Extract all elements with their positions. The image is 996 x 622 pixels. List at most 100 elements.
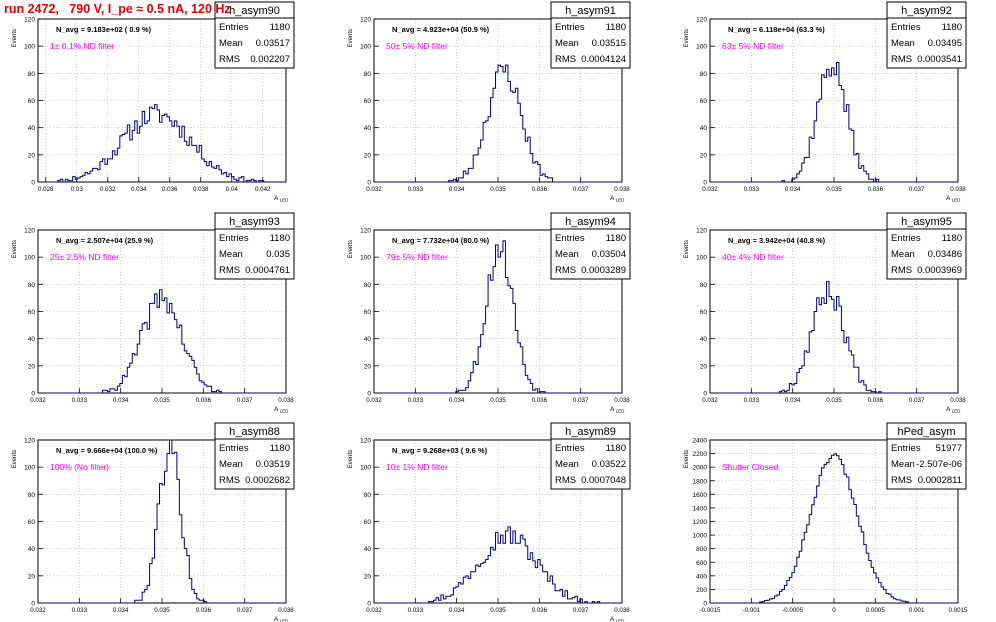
x-axis-title: A LED <box>610 406 625 414</box>
y-tick-label: 0 <box>703 601 707 608</box>
x-tick-label: 0.032 <box>366 186 382 193</box>
stat-label: Mean <box>219 38 243 49</box>
histogram-name: h_asym93 <box>229 216 280 228</box>
y-axis-title: Events <box>348 240 354 258</box>
stat-label: Entries <box>891 22 921 33</box>
x-tick-label: 0.038 <box>193 186 209 193</box>
stat-value: 0.0002811 <box>918 475 962 486</box>
y-tick-label: 100 <box>24 465 35 472</box>
y-tick-label: 40 <box>364 546 372 553</box>
x-tick-label: 0.034 <box>131 186 147 193</box>
stat-value: 0.03515 <box>592 38 626 49</box>
stat-label: Entries <box>219 22 249 33</box>
stat-value: 0.03517 <box>256 38 290 49</box>
stat-label: Entries <box>555 233 585 244</box>
x-tick-label: 0.035 <box>490 186 506 193</box>
stat-label: RMS <box>219 265 240 276</box>
histogram-name: h_asym88 <box>229 426 280 438</box>
histogram-name: h_asym90 <box>229 5 280 17</box>
y-tick-label: 120 <box>360 17 371 24</box>
y-tick-label: 120 <box>360 228 371 235</box>
x-tick-label: -0.0005 <box>782 607 804 614</box>
y-tick-label: 80 <box>28 282 36 289</box>
x-axis-title: A LED <box>274 616 289 622</box>
y-axis-title: Events <box>684 29 690 47</box>
x-tick-label: 0.036 <box>532 607 548 614</box>
x-tick-label: 0.037 <box>237 397 253 404</box>
y-tick-label: 2000 <box>693 465 708 472</box>
x-tick-label: 0.033 <box>408 186 424 193</box>
stat-value: 1180 <box>606 233 626 244</box>
y-tick-label: 20 <box>364 152 372 159</box>
y-tick-label: 60 <box>364 98 372 105</box>
stat-label: Mean <box>555 459 579 470</box>
histogram-panel-h_asym88: 0 20 40 60 80 100 120 0.032 0.033 0.034 0.035 0.036… <box>12 422 295 622</box>
stat-label: RMS <box>555 475 576 486</box>
x-tick-label: 0.038 <box>614 186 630 193</box>
y-tick-label: 80 <box>364 492 372 499</box>
y-tick-label: 40 <box>28 546 36 553</box>
stat-label: Mean <box>555 249 579 260</box>
y-tick-label: 100 <box>360 255 371 262</box>
filter-label: 100% (No filter) <box>50 462 109 472</box>
y-tick-label: 0 <box>31 391 35 398</box>
y-tick-label: 60 <box>28 309 36 316</box>
x-tick-label: 0.032 <box>366 607 382 614</box>
stat-value: 1180 <box>942 22 962 33</box>
navg-label: N_avg = 7.732e+04 (80.0 %) <box>392 236 490 245</box>
stat-label: Mean <box>891 38 915 49</box>
x-tick-label: 0.034 <box>785 397 801 404</box>
y-axis-title: Events <box>684 450 690 468</box>
stat-value: 0.0007048 <box>581 475 626 486</box>
y-axis-title: Events <box>12 240 18 258</box>
x-tick-label: 0.001 <box>909 607 925 614</box>
stat-label: RMS <box>219 475 240 486</box>
stat-label: Mean <box>219 249 243 260</box>
stats-box <box>214 422 295 490</box>
histogram-name: h_asym94 <box>565 216 616 228</box>
y-axis-title: Events <box>12 450 18 468</box>
stat-label: RMS <box>891 54 912 65</box>
x-tick-label: 0.036 <box>532 397 548 404</box>
x-axis-title: A LED <box>274 195 289 203</box>
stat-value: 51977 <box>936 443 962 454</box>
x-tick-label: 0.035 <box>826 397 842 404</box>
stats-box <box>214 1 295 69</box>
stats-box <box>550 422 631 490</box>
x-tick-label: 0.035 <box>490 607 506 614</box>
stat-label: Entries <box>219 443 249 454</box>
stat-label: Entries <box>555 443 585 454</box>
y-tick-label: 20 <box>364 573 372 580</box>
x-tick-label: 0.037 <box>573 397 589 404</box>
x-tick-label: 0.034 <box>449 397 465 404</box>
x-tick-label: 0.032 <box>100 186 116 193</box>
y-tick-label: 20 <box>28 573 36 580</box>
x-tick-label: 0.038 <box>278 607 294 614</box>
x-tick-label: 0.035 <box>154 397 170 404</box>
histogram-name: hPed_asym <box>897 426 955 438</box>
y-tick-label: 40 <box>28 336 36 343</box>
filter-label: 79± 5% ND filter <box>386 252 448 262</box>
y-tick-label: 60 <box>700 98 708 105</box>
x-tick-label: 0.038 <box>614 607 630 614</box>
y-axis-title: Events <box>348 450 354 468</box>
x-tick-label: 0.037 <box>237 607 253 614</box>
histogram-line <box>374 64 622 183</box>
navg-label: N_avg = 4.923e+04 (50.9 %) <box>392 25 490 34</box>
histogram-name: h_asym91 <box>565 5 616 17</box>
x-tick-label: 0.036 <box>196 397 212 404</box>
x-axis-title: A LED <box>610 195 625 203</box>
x-tick-label: 0.035 <box>490 397 506 404</box>
x-tick-label: 0.0015 <box>949 607 968 614</box>
y-tick-label: 120 <box>360 438 371 445</box>
filter-label: 50± 5% ND filter <box>386 41 448 51</box>
y-tick-label: 40 <box>364 336 372 343</box>
navg-label: N_avg = 9.268e+03 ( 9.6 %) <box>392 446 488 455</box>
stat-value: 0.002207 <box>250 54 290 65</box>
y-tick-label: 0 <box>367 391 371 398</box>
stat-label: RMS <box>555 265 576 276</box>
y-tick-label: 1800 <box>693 478 708 485</box>
stat-label: Entries <box>891 233 921 244</box>
navg-label: N_avg = 2.507e+04 (25.9 %) <box>56 236 154 245</box>
x-tick-label: 0.0005 <box>866 607 885 614</box>
